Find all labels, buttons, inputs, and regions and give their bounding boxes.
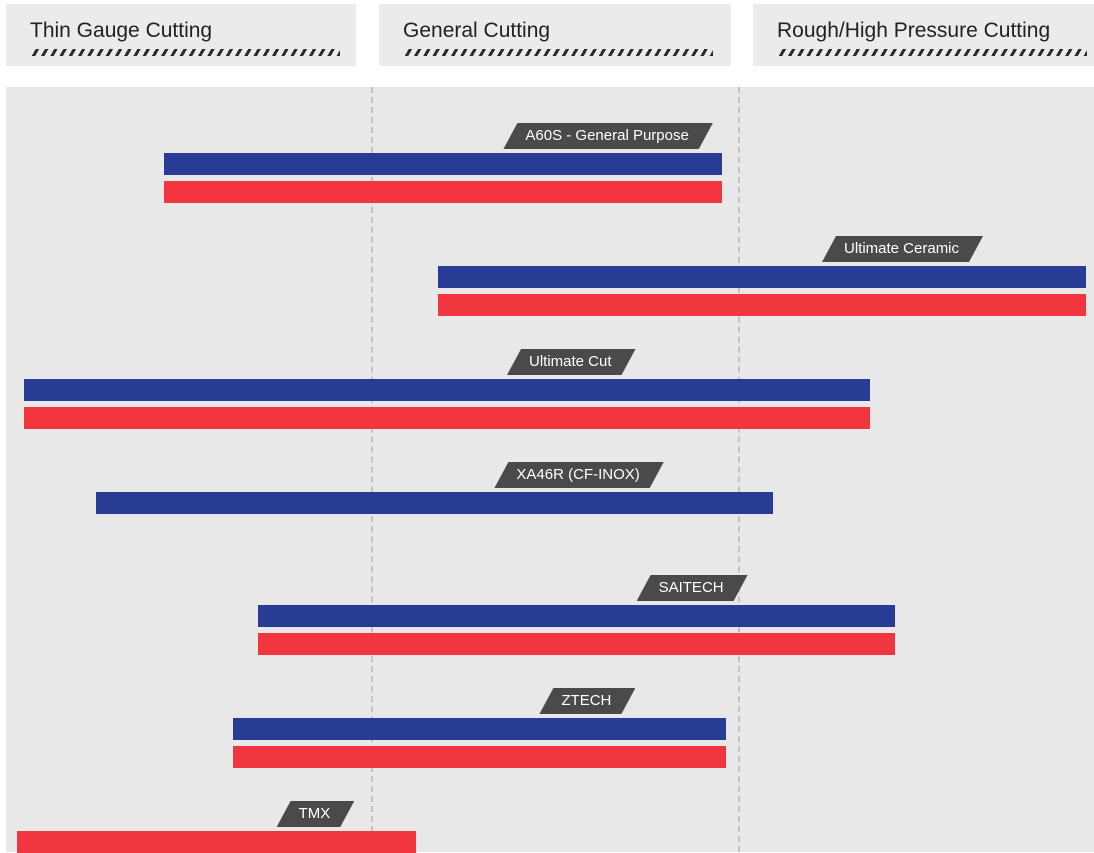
hatch-stripe [30, 49, 340, 56]
range-bar-series-1 [164, 153, 723, 175]
range-bar-series-2 [16, 831, 417, 853]
range-bar-series-1 [258, 605, 896, 627]
range-bar-series-1 [96, 492, 773, 514]
chart-plot-area: A60S - General Purpose Ultimate Ceramic Ul… [6, 87, 1094, 853]
range-bar-series-2 [258, 633, 896, 655]
product-label-tag: SAITECH [637, 575, 748, 601]
zone-header-rough: Rough/High Pressure Cutting [753, 4, 1094, 66]
hatch-stripe [777, 49, 1087, 56]
range-bar-series-1 [438, 266, 1086, 288]
zone-header-general: General Cutting [379, 4, 731, 66]
product-label-tag: Ultimate Cut [507, 349, 636, 375]
product-label-tag: XA46R (CF-INOX) [494, 462, 663, 488]
zone-header-label: Rough/High Pressure Cutting [777, 19, 1051, 42]
range-bar-series-1 [24, 379, 870, 401]
zone-divider [738, 87, 740, 852]
range-bar-series-2 [24, 407, 870, 429]
zone-divider [371, 87, 373, 852]
product-label-tag: A60S - General Purpose [503, 123, 712, 149]
range-bar-series-1 [232, 718, 726, 740]
zone-header-label: General Cutting [403, 19, 551, 42]
product-label-tag: ZTECH [539, 688, 635, 714]
zone-header-thin: Thin Gauge Cutting [6, 4, 356, 66]
zone-header-label: Thin Gauge Cutting [30, 19, 213, 42]
hatch-stripe [403, 49, 713, 56]
product-label-tag: Ultimate Ceramic [822, 236, 983, 262]
range-bar-series-2 [164, 181, 723, 203]
range-bar-series-2 [232, 746, 726, 768]
range-bar-series-2 [438, 294, 1086, 316]
product-label-tag: TMX [277, 801, 355, 827]
